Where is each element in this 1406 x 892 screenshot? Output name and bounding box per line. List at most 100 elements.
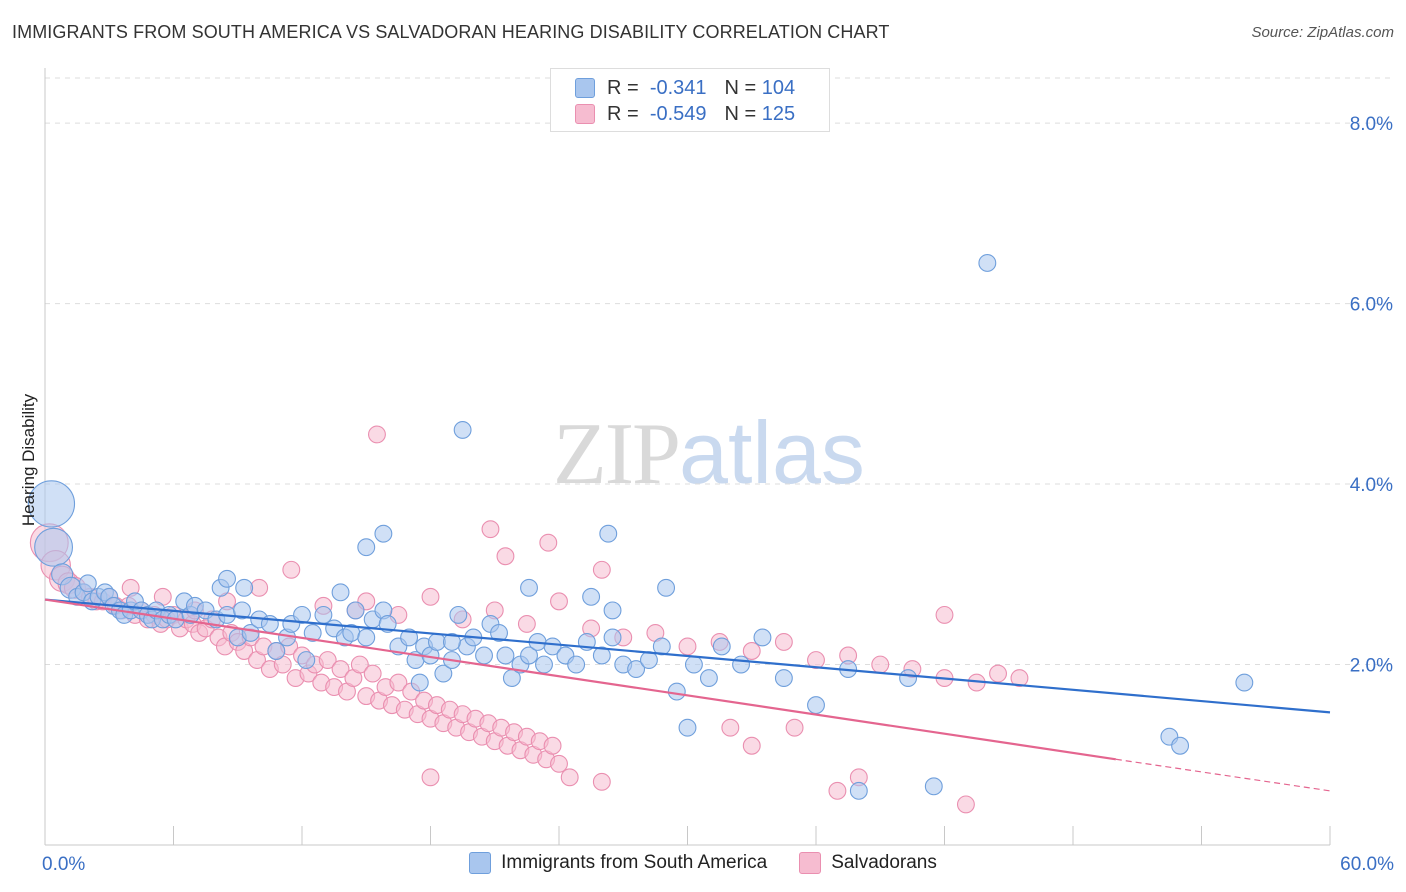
salvadorans-point (592, 772, 611, 791)
south-america-point (807, 696, 825, 715)
salvadorans-point (935, 605, 954, 624)
south-america-point (599, 524, 618, 543)
salvadorans-point (956, 795, 975, 814)
salvadorans-point (496, 547, 515, 566)
south-america-point (434, 664, 453, 683)
salvadorans-point (989, 664, 1007, 683)
south-america-point (346, 601, 365, 620)
south-america-point (374, 524, 393, 543)
south-america-point (520, 646, 538, 665)
legend-row-south-america: R = -0.341 N = 104 (575, 75, 795, 101)
y-axis-label: Hearing Disability (19, 393, 38, 526)
salvadorans-point (481, 520, 500, 539)
legend-label: Salvadorans (831, 852, 937, 873)
south-america-point (712, 637, 731, 656)
south-america-point (496, 646, 515, 665)
south-america-point (535, 655, 553, 674)
south-america-point (449, 605, 468, 624)
salvadorans-point (785, 718, 804, 737)
south-america-point (667, 682, 686, 701)
south-america-point (978, 254, 997, 272)
salvadorans-trend-extension (1115, 758, 1331, 792)
salvadorans-point (721, 718, 740, 737)
salvadorans-point (318, 651, 337, 669)
south-america-point (331, 583, 350, 602)
legend-item-south-america[interactable]: Immigrants from South America (469, 852, 767, 874)
south-america-point (657, 578, 676, 597)
south-america-point (603, 601, 622, 620)
legend-item-salvadorans[interactable]: Salvadorans (799, 852, 937, 874)
legend-r-label: R = (607, 102, 639, 125)
south-america-point (567, 655, 586, 674)
legend-swatch-pink (799, 852, 822, 874)
salvadorans-point (774, 633, 793, 651)
legend-n-label: N = (724, 76, 757, 99)
south-america-point (627, 660, 646, 678)
legend-swatch-pink (575, 104, 595, 124)
salvadorans-point (250, 578, 269, 597)
watermark-atlas: atlas (679, 403, 865, 502)
south-america-point (652, 637, 671, 656)
south-america-point (357, 538, 376, 557)
south-america-point (684, 655, 703, 674)
south-america-point (442, 633, 461, 651)
salvadorans-point (1010, 669, 1029, 688)
watermark-zip: ZIP (553, 406, 681, 503)
y-tick-label: 4.0% (1350, 475, 1393, 496)
chart-title: IMMIGRANTS FROM SOUTH AMERICA VS SALVADO… (12, 22, 890, 42)
south-america-point (592, 646, 611, 665)
south-america-point (1235, 673, 1254, 692)
legend-r-value: -0.341 (649, 76, 707, 99)
salvadorans-point (331, 660, 350, 678)
south-america-point (603, 628, 622, 647)
tick-labels: 2.0% 4.0% 6.0% 8.0% 0.0% 60.0% (42, 114, 1394, 875)
axes (44, 68, 1331, 846)
salvadorans-point (389, 673, 408, 692)
south-america-point (218, 569, 236, 588)
legend-swatch-blue (575, 78, 595, 98)
south-america-point (378, 614, 397, 633)
south-america-point (899, 669, 918, 688)
salvadorans-point (678, 637, 697, 656)
salvadorans-point (282, 560, 301, 579)
south-america-point (400, 628, 419, 647)
salvadorans-point (421, 768, 440, 787)
south-america-point (475, 646, 493, 665)
salvadorans-point (807, 651, 825, 669)
legend-label: Immigrants from South America (501, 852, 768, 873)
south-america-point (849, 781, 868, 800)
south-america-point (490, 623, 508, 642)
south-america-point (233, 601, 251, 620)
south-america-point (314, 605, 333, 624)
legend-r-label: R = (607, 76, 639, 99)
south-america-point (543, 637, 562, 656)
south-america-point (924, 777, 943, 796)
south-america-point (453, 420, 472, 439)
salvadorans-point (560, 768, 579, 787)
grid-lines (45, 77, 1392, 666)
legend-n-value: 104 (761, 76, 796, 99)
salvadorans-point (421, 587, 440, 606)
salvadorans-point (539, 533, 558, 552)
south-america-point (774, 669, 793, 688)
legend-r-value: -0.549 (649, 102, 707, 125)
salvadorans-point (350, 655, 369, 674)
south-america-point (297, 651, 316, 669)
salvadorans-point (550, 754, 568, 773)
south-america-point (293, 605, 311, 624)
trend-lines (44, 598, 1331, 792)
salvadorans-point (592, 560, 611, 579)
south-america-point (520, 578, 538, 597)
legend-n-label: N = (724, 102, 757, 125)
salvadorans-point (363, 664, 382, 683)
salvadorans-point (543, 736, 562, 755)
south-america-point (699, 669, 718, 688)
salvadorans-point (550, 592, 568, 611)
y-tick-label: 8.0% (1350, 114, 1393, 135)
south-america-point (235, 578, 254, 597)
salvadorans-point (742, 736, 761, 755)
south-america-point (410, 673, 429, 692)
series-legend: Immigrants from South America Salvadoran… (0, 852, 1406, 874)
south-america-point (582, 587, 601, 606)
